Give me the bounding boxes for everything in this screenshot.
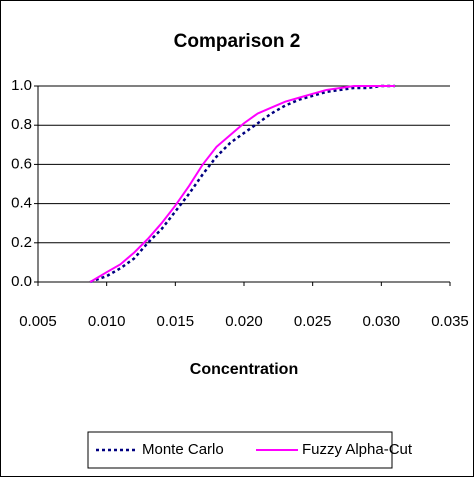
y-tick-label: 0.4 — [11, 195, 32, 212]
y-tick-label: 1.0 — [11, 77, 32, 94]
series-line — [89, 84, 396, 284]
series-line — [89, 85, 396, 283]
y-tick-label: 0.6 — [11, 155, 32, 172]
legend — [87, 431, 393, 469]
x-tick-label: 0.030 — [363, 313, 401, 330]
x-tick-label: 0.020 — [225, 313, 263, 330]
x-tick-label: 0.025 — [294, 313, 332, 330]
chart-title: Comparison 2 — [174, 31, 301, 52]
x-tick-label: 0.010 — [88, 313, 126, 330]
legend-label: Monte Carlo — [142, 441, 224, 458]
x-tick-label: 0.005 — [19, 313, 57, 330]
y-tick-label: 0.0 — [11, 273, 32, 290]
x-tick-label: 0.015 — [157, 313, 195, 330]
y-tick-label: 0.8 — [11, 116, 32, 133]
y-tick-label: 0.2 — [11, 234, 32, 251]
x-tick-label: 0.035 — [431, 313, 469, 330]
x-axis-label: Concentration — [190, 361, 298, 378]
legend-label: Fuzzy Alpha-Cut — [302, 441, 413, 458]
